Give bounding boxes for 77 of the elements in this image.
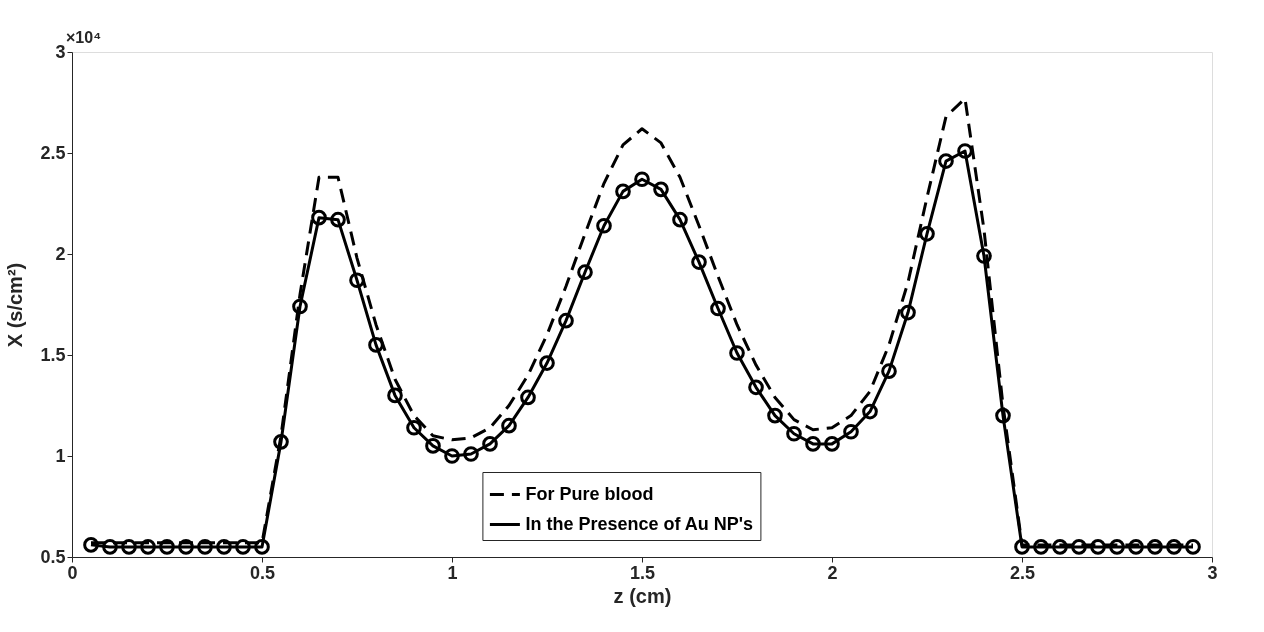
point	[425, 438, 441, 454]
y-tick-label: 0.5	[40, 546, 66, 567]
x-tick-label: 0	[67, 562, 78, 583]
point	[197, 539, 213, 555]
point	[273, 434, 289, 450]
point	[254, 539, 270, 555]
point	[539, 355, 555, 371]
point	[615, 183, 631, 200]
x-tick-label: 2	[827, 562, 838, 583]
point	[368, 337, 384, 353]
point	[995, 407, 1011, 424]
point	[938, 153, 954, 169]
point	[1014, 539, 1030, 555]
text: ×10⁴	[66, 29, 102, 46]
point	[786, 425, 802, 442]
point	[710, 300, 726, 317]
point	[463, 446, 479, 462]
point	[577, 264, 593, 280]
point	[919, 225, 935, 242]
point	[748, 379, 764, 396]
x-tick-label: 3	[1207, 562, 1218, 583]
point	[767, 407, 783, 424]
point	[102, 539, 118, 555]
point	[444, 448, 460, 464]
point	[805, 436, 821, 452]
point	[1033, 539, 1049, 555]
y-tick-label: 2.5	[40, 142, 66, 163]
point	[1071, 539, 1087, 555]
point	[235, 539, 251, 555]
point	[691, 254, 707, 270]
legend-label: For Pure blood	[525, 483, 654, 504]
point	[349, 272, 365, 289]
point	[729, 345, 745, 361]
point	[387, 387, 403, 404]
point	[501, 417, 517, 434]
point	[957, 143, 973, 159]
point	[862, 403, 878, 420]
point	[1090, 539, 1106, 555]
legend-label: In the Presence of Au NP's	[525, 513, 754, 534]
x-tick-label: 0.5	[249, 562, 276, 583]
point	[406, 419, 422, 436]
point	[596, 217, 612, 234]
point	[83, 537, 99, 553]
x-tick-label: 1.5	[629, 562, 656, 583]
point	[1128, 539, 1144, 555]
point	[520, 389, 536, 406]
point	[292, 298, 308, 315]
x-tick-label: 2.5	[1009, 562, 1036, 583]
point	[311, 209, 327, 226]
y-tick-label: 1.5	[40, 344, 66, 365]
point	[216, 539, 232, 555]
point	[1166, 539, 1182, 555]
point	[824, 436, 840, 452]
x-tick-label: 1	[447, 562, 458, 583]
y-tick-label: 3	[55, 41, 66, 62]
point	[900, 304, 916, 321]
point	[330, 211, 346, 228]
x-axis-title: z (cm)	[613, 584, 672, 607]
point	[1147, 539, 1163, 555]
point	[1185, 539, 1201, 555]
point	[1052, 539, 1068, 555]
point	[634, 171, 650, 188]
point	[558, 312, 574, 329]
point	[843, 423, 859, 440]
point	[653, 181, 669, 198]
y-tick-label: 2	[55, 243, 66, 264]
point	[178, 539, 194, 555]
point	[976, 248, 992, 264]
point	[482, 436, 498, 452]
point	[140, 539, 156, 555]
point	[672, 211, 688, 228]
point	[121, 539, 137, 555]
point	[159, 539, 175, 555]
y-axis-title: X (s/cm²)	[4, 262, 27, 348]
point	[1109, 539, 1125, 555]
y-tick-label: 1	[55, 445, 66, 466]
point	[881, 363, 897, 379]
